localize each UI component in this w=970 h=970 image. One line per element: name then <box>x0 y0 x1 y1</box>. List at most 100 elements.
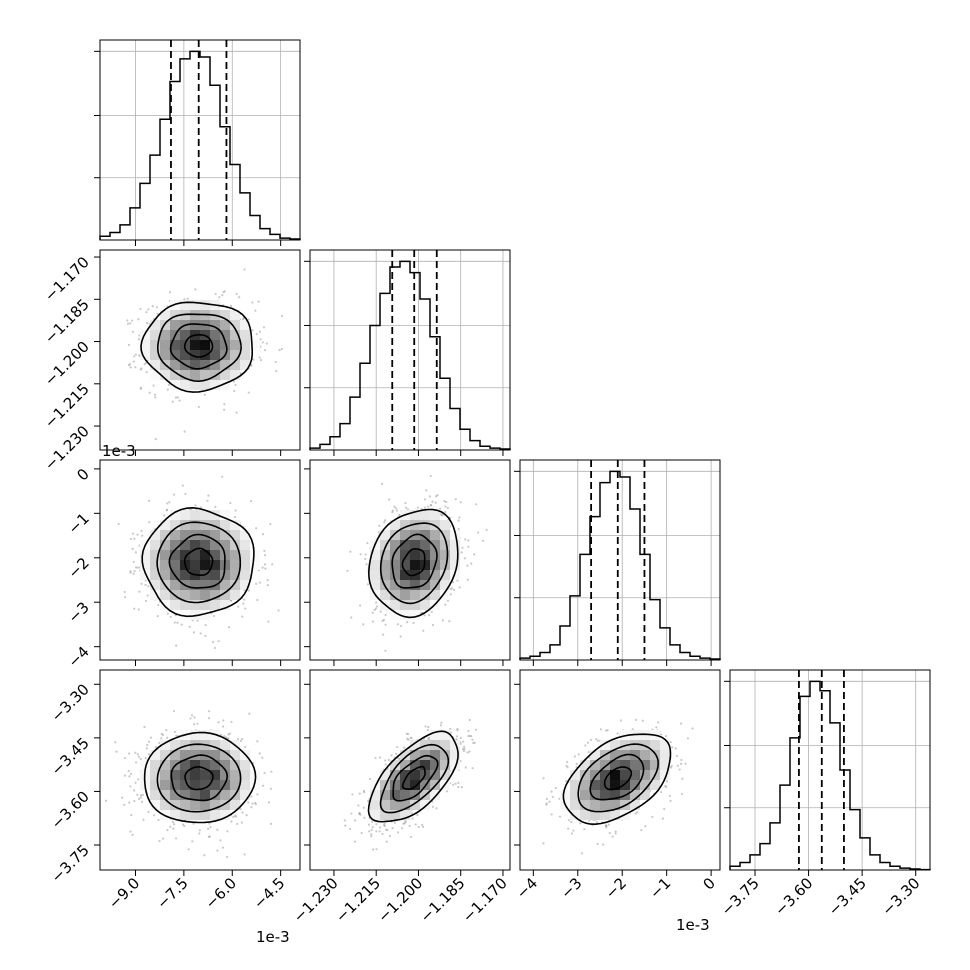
sample-point <box>141 534 144 537</box>
density-cell <box>580 760 590 770</box>
density-cell <box>150 590 160 600</box>
density-cell <box>390 770 400 780</box>
density-cell <box>190 600 200 610</box>
sample-point <box>172 493 176 496</box>
density-cell <box>190 550 200 560</box>
sample-point <box>404 506 408 509</box>
sample-point <box>172 823 176 826</box>
density-cell <box>240 320 250 330</box>
sample-point <box>343 819 346 822</box>
density-cell <box>180 510 190 520</box>
sample-point <box>222 719 225 722</box>
density-cell <box>450 750 460 760</box>
sample-point <box>359 553 362 556</box>
density-cell <box>230 780 240 790</box>
hist-panel-2 <box>514 459 721 666</box>
sample-point <box>277 609 280 612</box>
density-cell <box>650 750 660 760</box>
sample-point <box>485 528 488 532</box>
sample-point <box>266 579 269 582</box>
sample-point <box>269 822 273 826</box>
sample-point <box>359 604 362 607</box>
sample-point <box>250 364 253 367</box>
scatter-panel-3-1 <box>304 669 511 876</box>
contour-level-3 <box>140 301 253 393</box>
sample-point <box>176 396 179 399</box>
density-cell <box>170 750 180 760</box>
sample-point <box>444 603 447 606</box>
density-cell <box>210 380 220 390</box>
density-cell <box>440 570 450 580</box>
sample-point <box>550 813 553 816</box>
sample-point <box>548 800 551 803</box>
density-cell <box>220 790 230 800</box>
sample-point <box>454 498 457 501</box>
density-cell <box>610 750 620 760</box>
density-cell <box>230 560 240 570</box>
density-cell <box>180 530 190 540</box>
sample-point <box>668 794 671 797</box>
density-cell <box>190 590 200 600</box>
density-cell <box>230 310 240 320</box>
sample-point <box>236 822 239 826</box>
density-cell <box>210 600 220 610</box>
density-cell <box>440 580 450 590</box>
density-cell <box>150 570 160 580</box>
sample-point <box>255 527 258 530</box>
sample-point <box>153 393 157 396</box>
density-cell <box>630 740 640 750</box>
density-cell <box>190 770 200 780</box>
density-cell <box>420 800 430 810</box>
density-cell <box>210 560 220 570</box>
sample-point <box>188 625 191 628</box>
density-cell <box>190 580 200 590</box>
density-cell <box>140 560 150 570</box>
density-cell <box>170 540 180 550</box>
sample-point <box>128 801 131 804</box>
sample-point <box>460 551 463 554</box>
density-cell <box>590 780 600 790</box>
sample-point <box>186 297 189 300</box>
contour-level-0 <box>603 766 633 791</box>
density-cell <box>410 790 420 800</box>
sample-point <box>427 725 430 729</box>
sample-point <box>189 717 192 720</box>
density-cell <box>390 610 400 620</box>
density-cell <box>180 300 190 310</box>
sample-point <box>227 737 230 740</box>
sample-point <box>222 725 225 728</box>
sample-point <box>183 298 186 301</box>
sample-point <box>258 581 262 584</box>
density-cell <box>240 560 250 570</box>
sample-point <box>439 724 442 727</box>
sample-point <box>370 835 373 838</box>
density-cell <box>170 770 180 780</box>
density-cell <box>170 550 180 560</box>
sample-point <box>357 804 360 807</box>
sample-point <box>221 846 225 849</box>
sample-point <box>114 741 117 744</box>
sample-point <box>453 588 456 591</box>
histogram-0 <box>99 50 301 240</box>
density-cell <box>200 730 210 740</box>
density-cell <box>380 810 390 820</box>
sample-point <box>194 288 197 291</box>
sample-point <box>232 380 236 383</box>
density-cell <box>640 740 650 750</box>
density-cell <box>200 780 210 790</box>
sample-point <box>545 802 548 805</box>
density-cell <box>220 600 230 610</box>
axes-frame <box>309 249 511 451</box>
sample-point <box>241 318 245 321</box>
sample-point <box>264 554 267 557</box>
density-cell <box>170 560 180 570</box>
sample-point <box>232 815 235 818</box>
sample-point <box>467 539 470 542</box>
density-cell <box>230 550 240 560</box>
density-cell <box>160 350 170 360</box>
sample-point <box>431 500 434 503</box>
density-cell <box>380 570 390 580</box>
density-cell <box>170 740 180 750</box>
y-tick-label: −1.215 <box>41 380 93 432</box>
sample-point <box>145 371 148 374</box>
